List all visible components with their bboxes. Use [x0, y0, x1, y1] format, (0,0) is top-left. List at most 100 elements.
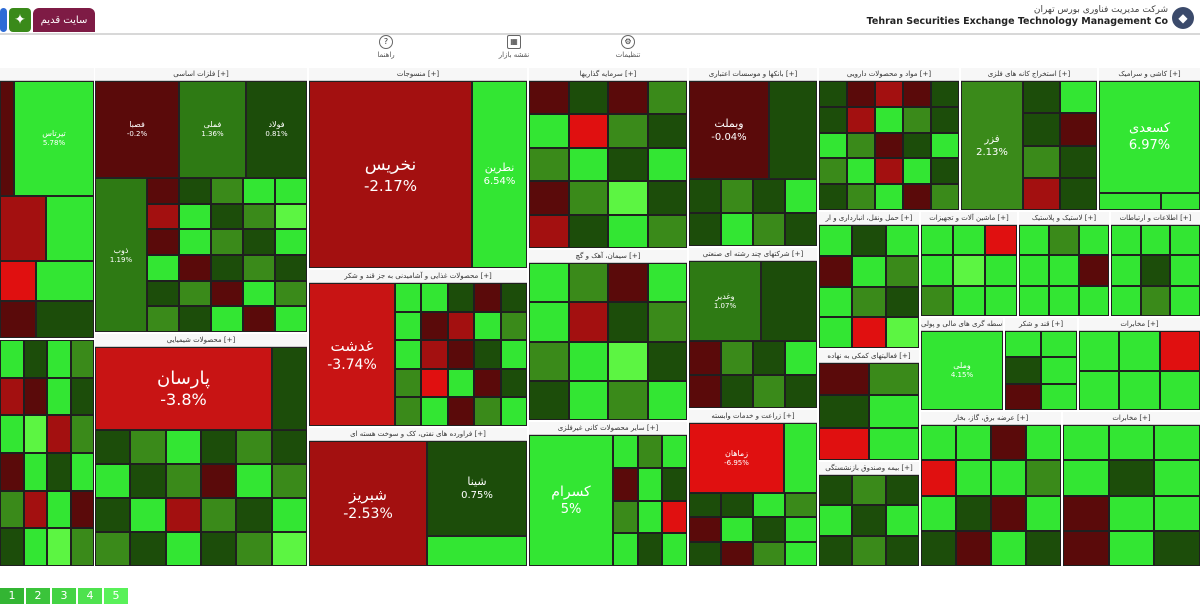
legend-step-4[interactable]: 4 [78, 588, 102, 604]
tile-kesram[interactable]: کسرام 5% [529, 435, 613, 566]
sector-title[interactable]: حمل ونقل، انبارداری و ار [+] [819, 212, 919, 225]
tile-mosaic[interactable] [529, 263, 687, 420]
tile-mosaic[interactable] [613, 435, 687, 566]
tile-mosaic[interactable] [1111, 225, 1200, 316]
tile-pct: 0.81% [265, 130, 288, 138]
sector-title[interactable]: واسطه گری های مالی و پولی [+] [921, 318, 1003, 331]
tile-name: فصبا [129, 120, 145, 129]
tile[interactable] [1161, 193, 1200, 210]
tile[interactable] [769, 81, 817, 179]
tile-parsan[interactable]: پارسان -3.8% [95, 347, 272, 430]
sector-title[interactable]: فعالیتهای کمکی به نهاده [+] [819, 350, 919, 363]
tile-ghadasht[interactable]: غدشت -3.74% [309, 283, 395, 426]
home-icon[interactable]: ✦ [9, 8, 31, 32]
legend-step-2[interactable]: 2 [26, 588, 50, 604]
sector-title[interactable]: بانکها و موسسات اعتباری [+] [689, 68, 817, 81]
sector-financial-intermediation: واسطه گری های مالی و پولی [+] وملی 4.15% [921, 318, 1003, 410]
tile-mosaic[interactable] [529, 81, 687, 248]
tile-zamahan[interactable]: زماهان -6.95% [689, 423, 784, 493]
tile-shabriz[interactable]: شبریز -2.53% [309, 441, 427, 566]
tile-mosaic[interactable] [0, 340, 94, 566]
tile-mosaic[interactable] [689, 179, 817, 246]
tile-mosaic[interactable] [147, 178, 307, 332]
tile-vamelli[interactable]: وملی 4.15% [921, 331, 1003, 410]
sector-title[interactable]: محصولات غذایی و آشامیدنی به جز قند و شکر… [309, 270, 527, 283]
tile-mosaic[interactable] [689, 493, 817, 566]
sector-title[interactable]: لاستیک و پلاستیک [+] [1019, 212, 1109, 225]
tile-mosaic[interactable] [921, 225, 1017, 316]
tile-mosaic[interactable] [1005, 331, 1077, 410]
tile[interactable] [761, 261, 817, 341]
tile-shina[interactable]: شینا 0.75% [427, 441, 527, 536]
tile-left-top[interactable]: تیرتاس 5.78% [14, 81, 94, 196]
sector-title[interactable]: اطلاعات و ارتباطات [+] [1111, 212, 1200, 225]
brand: شرکت مدیریت فناوری بورس تهران Tehran Sec… [867, 4, 1168, 28]
sector-title[interactable]: استخراج کانه های فلزی [+] [961, 68, 1097, 81]
tile[interactable] [272, 347, 307, 430]
tile[interactable] [0, 261, 36, 301]
tile-folad[interactable]: فولاد 0.81% [246, 81, 307, 178]
tile-mosaic[interactable] [95, 430, 307, 566]
settings-icon: ⚙ [621, 35, 635, 49]
tile-mosaic[interactable] [395, 283, 527, 426]
map-icon: ▦ [507, 35, 521, 49]
settings-nav-item[interactable]: ⚙ تنظیمات [598, 35, 658, 59]
legend-step-5[interactable]: 5 [104, 588, 128, 604]
tile[interactable] [46, 196, 94, 261]
sector-title[interactable]: فلزات اساسی [+] [95, 68, 307, 81]
tile[interactable] [784, 423, 817, 493]
tile-fesaba[interactable]: فصبا -0.2% [95, 81, 179, 178]
sector-title[interactable]: عرضه برق، گاز، بخار [+] [921, 412, 1061, 425]
sector-title[interactable]: بیمه وصندوق بازنشستگی [+] [819, 462, 919, 475]
tile[interactable] [0, 301, 36, 338]
tile[interactable] [427, 536, 527, 566]
grid-icon[interactable] [0, 8, 7, 32]
tile-natrin[interactable]: نطرین 6.54% [472, 81, 527, 268]
tile-mosaic[interactable] [1023, 81, 1097, 210]
tile[interactable] [0, 81, 14, 196]
map-nav-item[interactable]: ▦ نقشه بازار [484, 35, 544, 59]
tile-nakhris[interactable]: نخریس -2.17% [309, 81, 472, 268]
sector-title[interactable]: محصولات شیمیایی [+] [95, 334, 307, 347]
sector-title[interactable]: قند و شکر [+] [1005, 318, 1077, 331]
tile-mosaic[interactable] [819, 475, 919, 566]
help-icon: ? [379, 35, 393, 49]
sector-title[interactable]: ماشین آلات و تجهیزات [+] [921, 212, 1017, 225]
tile-mosaic[interactable] [1063, 425, 1200, 566]
legend-step-3[interactable]: 3 [52, 588, 76, 604]
tile-mosaic[interactable] [819, 363, 919, 460]
tile-mosaic[interactable] [1079, 331, 1200, 410]
tile-vaghadir[interactable]: وغدیر 1.07% [689, 261, 761, 341]
sector-title[interactable]: زراعت و خدمات وابسته [+] [689, 410, 817, 423]
sector-title[interactable]: منسوجات [+] [309, 68, 527, 81]
sector-title[interactable]: مخابرات [+] [1063, 412, 1200, 425]
sector-title[interactable]: مخابرات [+] [1079, 318, 1200, 331]
tile-femeli[interactable]: فملی 1.36% [179, 81, 246, 178]
tile-mosaic[interactable] [1019, 225, 1109, 316]
tile-vabmellat[interactable]: وبملت -0.04% [689, 81, 769, 179]
sector-title[interactable]: شرکتهای چند رشته ای صنعتی [+] [689, 248, 817, 261]
tile-mosaic[interactable] [819, 81, 959, 210]
sector-title[interactable] [0, 68, 94, 81]
tile[interactable] [1099, 193, 1161, 210]
sector-title[interactable]: سرمایه گذاریها [+] [529, 68, 687, 81]
sector-title[interactable]: سایر محصولات کانی غیرفلزی [+] [529, 422, 687, 435]
tile-zob[interactable]: ذوب 1.19% [95, 178, 147, 332]
legend-step-1[interactable]: 1 [0, 588, 24, 604]
sector-utilities: عرضه برق، گاز، بخار [+] [921, 412, 1061, 566]
tile-fazar[interactable]: فزر 2.13% [961, 81, 1023, 210]
tile[interactable] [36, 301, 94, 338]
help-nav-item[interactable]: ? راهنما [356, 35, 416, 59]
tile-mosaic[interactable] [689, 341, 817, 408]
sector-title[interactable]: فراورده های نفتی، کک و سوخت هسته ای [+] [309, 428, 527, 441]
tile-mosaic[interactable] [819, 225, 919, 348]
sector-title[interactable]: سیمان، آهک و گچ [+] [529, 250, 687, 263]
tile[interactable] [36, 261, 94, 301]
tile-mosaic[interactable] [921, 425, 1061, 566]
tile[interactable] [0, 196, 46, 261]
old-site-button[interactable]: سایت قدیم [33, 8, 95, 32]
sector-ceramic: کاشی و سرامیک [+] کسعدی 6.97% [1099, 68, 1200, 210]
sector-title[interactable]: کاشی و سرامیک [+] [1099, 68, 1200, 81]
sector-title[interactable]: مواد و محصولات دارویی [+] [819, 68, 959, 81]
tile-kesaadi[interactable]: کسعدی 6.97% [1099, 81, 1200, 193]
